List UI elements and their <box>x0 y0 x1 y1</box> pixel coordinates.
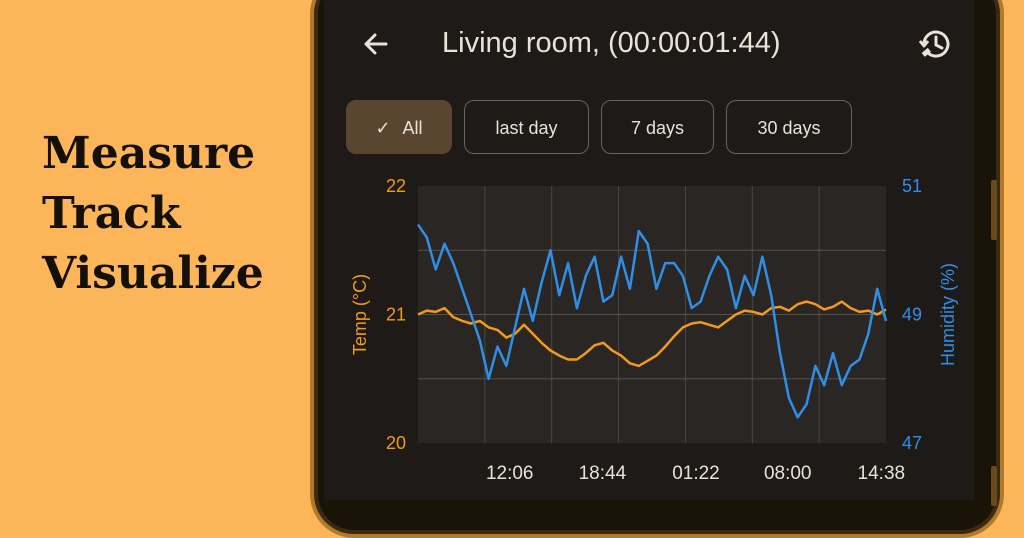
filter-chip-7-days[interactable]: 7 days <box>601 100 714 154</box>
filter-chip-label: 7 days <box>630 118 685 138</box>
x-tick-label: 14:38 <box>858 463 906 484</box>
humidity-series-line <box>416 223 888 419</box>
volume-button <box>991 180 997 240</box>
filter-chip-last-day[interactable]: last day <box>464 100 589 154</box>
page-title: Living room, (00:00:01:44) <box>442 27 781 59</box>
back-button[interactable] <box>358 26 394 62</box>
y-axis-title: Temp (°C) <box>350 274 370 355</box>
x-tick-label: 08:00 <box>764 463 812 484</box>
y-tick-label: 21 <box>386 305 406 325</box>
filter-chip-all[interactable]: ✓ All <box>346 100 452 154</box>
power-button <box>991 466 997 506</box>
check-icon: ✓ <box>375 118 391 138</box>
tagline-track: Track <box>42 188 181 239</box>
history-button[interactable] <box>916 24 956 64</box>
filter-chip-30-days[interactable]: 30 days <box>726 100 852 154</box>
y2-axis-title: Humidity (%) <box>938 263 958 366</box>
y2-tick-label: 51 <box>902 176 922 196</box>
x-tick-label: 01:22 <box>672 463 720 484</box>
app-bar: Living room, (00:00:01:44) <box>324 0 974 86</box>
temperature-humidity-chart: 22 21 20 51 49 47 12:06 18:44 01:22 08:00 14:38 Tem… <box>350 176 958 484</box>
arrow-left-icon <box>364 33 388 55</box>
filter-chip-label: last day <box>495 118 558 138</box>
y2-tick-label: 47 <box>902 433 922 453</box>
filter-chip-label: 30 days <box>757 118 821 138</box>
app-screen: Living room, (00:00:01:44) ✓ All last day… <box>324 0 974 500</box>
y-tick-label: 20 <box>386 433 406 453</box>
history-satellite-icon <box>918 30 950 58</box>
temperature-series-line <box>417 300 887 368</box>
tagline: Measure Track Visualize <box>42 124 264 304</box>
y2-tick-label: 49 <box>902 305 922 325</box>
y-tick-label: 22 <box>386 176 406 196</box>
x-tick-label: 18:44 <box>579 463 627 484</box>
tagline-measure: Measure <box>42 128 256 179</box>
filter-chip-label: All <box>402 118 423 138</box>
tagline-visualize: Visualize <box>42 248 264 299</box>
x-tick-label: 12:06 <box>486 463 534 484</box>
